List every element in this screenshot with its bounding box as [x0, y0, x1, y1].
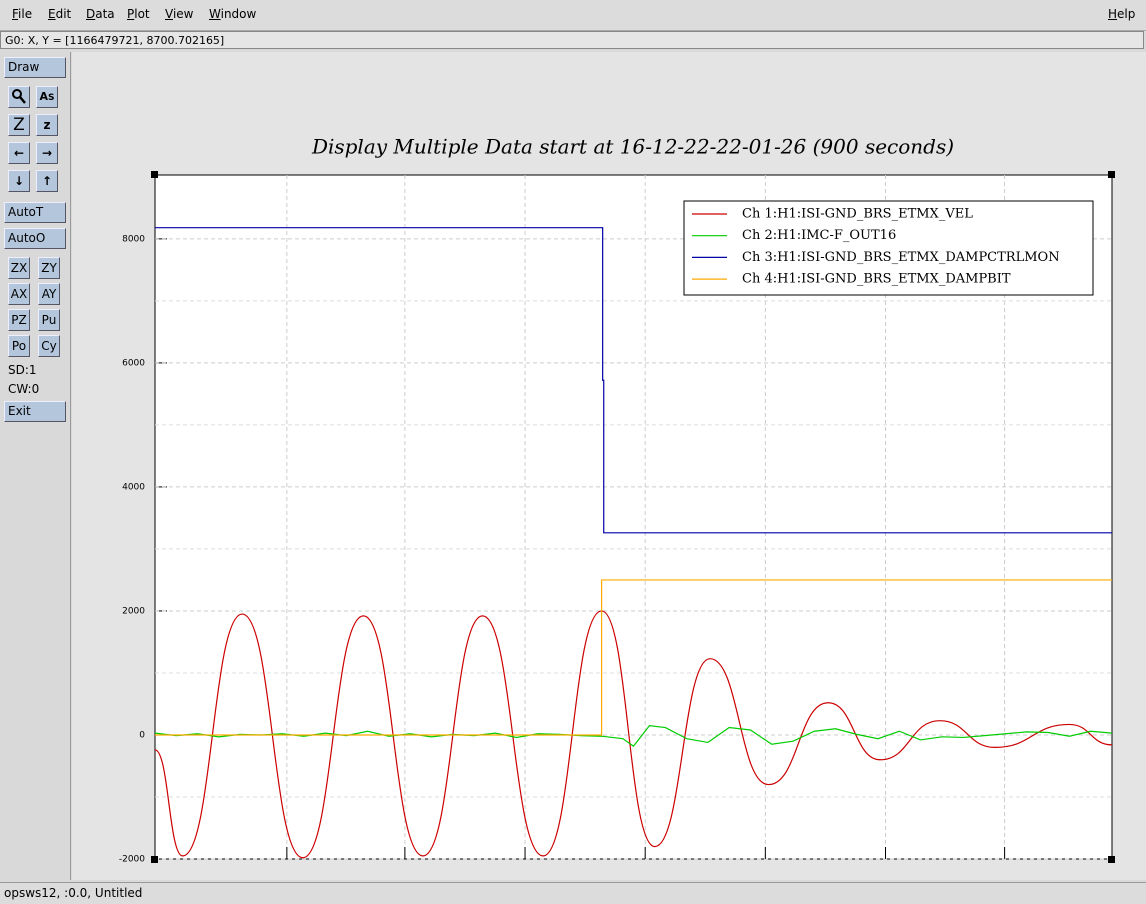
tool-button[interactable]: Po — [8, 335, 30, 357]
tool-button[interactable]: ZX — [8, 257, 30, 279]
handle — [151, 856, 158, 863]
tool-button[interactable]: PZ — [8, 309, 30, 331]
menu-item[interactable]: File — [12, 7, 33, 21]
plot-canvas: Display Multiple Data start at 16-12-22-… — [72, 52, 1146, 880]
exit-button[interactable]: Exit — [4, 401, 66, 422]
footer-status: opsws12, :0.0, Untitled — [0, 882, 1146, 904]
legend: Ch 1:H1:ISI-GND_BRS_ETMX_VEL Ch 2:H1:IMC-… — [692, 207, 1060, 287]
tool-button[interactable]: ZY — [38, 257, 60, 279]
y-tick-label: 0 — [139, 730, 145, 740]
autoo-button[interactable]: AutoO — [4, 228, 66, 249]
menu-item[interactable]: View — [165, 7, 194, 21]
cw-label: CW:0 — [8, 382, 40, 396]
legend-label: Ch 3:H1:ISI-GND_BRS_ETMX_DAMPCTRLMON — [742, 250, 1060, 265]
draw-button[interactable]: Draw — [4, 57, 66, 78]
zoom-big[interactable]: Z — [8, 114, 30, 136]
series-line — [155, 227, 1112, 534]
icon — [12, 89, 26, 104]
menu-item[interactable]: Help — [1108, 7, 1136, 21]
sd-label: SD:1 — [8, 363, 37, 377]
legend-label: Ch 2:H1:IMC-F_OUT16 — [742, 228, 896, 243]
arrow-right[interactable]: → — [36, 142, 58, 164]
arrow-left[interactable]: ← — [8, 142, 30, 164]
menu-item[interactable]: Edit — [48, 7, 72, 21]
autot-button[interactable]: AutoT — [4, 202, 66, 223]
menu-bar: File Edit Data Plot View Window Help — [0, 0, 1146, 31]
legend-label: Ch 4:H1:ISI-GND_BRS_ETMX_DAMPBIT — [742, 272, 1011, 287]
text-tool[interactable]: AS — [36, 86, 58, 108]
tool-button[interactable]: AX — [8, 283, 30, 305]
series-line — [154, 725, 1113, 747]
tool-button[interactable]: Cy — [38, 335, 60, 357]
y-tick-label: -2000 — [119, 855, 145, 865]
legend-label: Ch 1:H1:ISI-GND_BRS_ETMX_VEL — [742, 207, 973, 222]
grid: -2000 0 2000 4000 6000 8000 — [119, 175, 1112, 865]
series — [154, 227, 1113, 859]
handle — [1108, 171, 1115, 178]
y-tick-label: 6000 — [122, 358, 145, 368]
y-tick-label: 8000 — [122, 234, 145, 244]
status-line: G0: X, Y = [1166479721, 8700.702165] — [0, 31, 1144, 49]
zoom-tool[interactable] — [8, 86, 30, 108]
y-tick-label: 2000 — [122, 606, 145, 616]
menu-item[interactable]: Plot — [127, 7, 150, 21]
zoom-small[interactable]: z — [36, 114, 58, 136]
chart-title: Display Multiple Data start at 16-12-22-… — [311, 135, 954, 159]
handle — [1108, 856, 1115, 863]
tool-button[interactable]: AY — [38, 283, 60, 305]
tool-button[interactable]: Pu — [38, 309, 60, 331]
menu-item[interactable]: Data — [86, 7, 115, 21]
legend-box — [683, 200, 1094, 296]
series-line — [154, 610, 1113, 859]
arrow-up[interactable]: ↑ — [36, 170, 58, 192]
toolbar: Draw AS Z z ← → ↓ ↑ AutoT AutoO ZX ZY AX… — [0, 52, 71, 880]
arrow-down[interactable]: ↓ — [8, 170, 30, 192]
menu-item[interactable]: Window — [209, 7, 257, 21]
handle — [151, 171, 158, 178]
series-line — [155, 579, 1112, 736]
y-tick-label: 4000 — [122, 482, 145, 492]
